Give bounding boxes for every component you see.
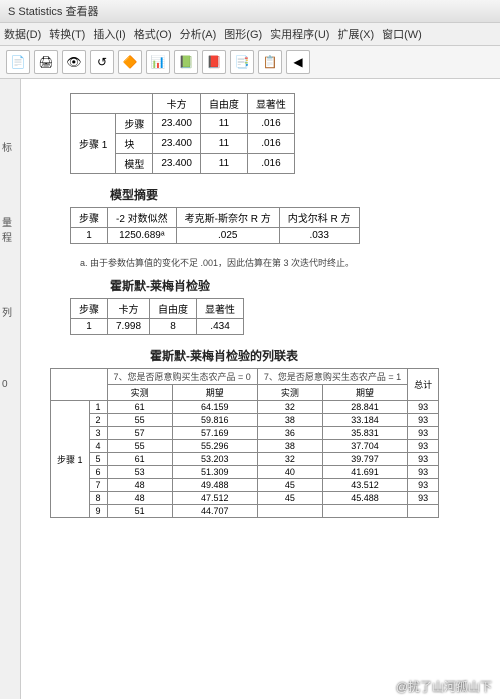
col-cox: 考克斯-斯奈尔 R 方 — [176, 208, 279, 228]
toolbar-button-5[interactable]: 📊 — [146, 50, 170, 74]
menu-transform[interactable]: 转换(T) — [49, 26, 85, 42]
model-summary-table: 步骤 -2 对数似然 考克斯-斯奈尔 R 方 内戈尔科 R 方 1 1250.6… — [70, 207, 360, 244]
omnibus-table: 卡方 自由度 显著性 步骤 1步骤23.40011.016块23.40011.0… — [70, 93, 295, 174]
toolbar-button-0[interactable]: 📄 — [6, 50, 30, 74]
table-row: 84847.5124545.48893 — [51, 492, 439, 505]
outline-label-3: 列 — [0, 304, 20, 319]
menu-format[interactable]: 格式(O) — [134, 26, 172, 42]
table-row: 25559.8163833.18493 — [51, 414, 439, 427]
footnote-a: a. 由于参数估算值的变化不足 .001，因此估算在第 3 次迭代时终止。 — [80, 256, 380, 269]
model-summary-title: 模型摘要 — [110, 186, 470, 203]
table-row: 步骤 116164.1593228.84193 — [51, 401, 439, 414]
hosmer-table: 步骤 卡方 自由度 显著性 1 7.998 8 .434 — [70, 298, 244, 335]
menu-window[interactable]: 窗口(W) — [382, 26, 422, 42]
menu-insert[interactable]: 插入(I) — [93, 26, 125, 42]
toolbar-button-1[interactable]: 🖨 — [34, 50, 58, 74]
col-sig: 显著性 — [247, 94, 294, 114]
toolbar-button-6[interactable]: 📗 — [174, 50, 198, 74]
table-row: 1 7.998 8 .434 — [71, 319, 244, 335]
menu-utilities[interactable]: 实用程序(U) — [270, 26, 329, 42]
toolbar-button-9[interactable]: 📋 — [258, 50, 282, 74]
hosmer-title: 霍斯默-莱梅肖检验 — [110, 277, 470, 294]
table-row: 95144.707 — [51, 505, 439, 518]
toolbar-button-4[interactable]: 🔶 — [118, 50, 142, 74]
output-viewer: 标 量程 列 0 卡方 自由度 显著性 步骤 1步骤23.40011.016块2… — [0, 79, 500, 699]
outline-label-1: 标 — [0, 139, 20, 154]
toolbar-button-8[interactable]: 📑 — [230, 50, 254, 74]
menu-graphs[interactable]: 图形(G) — [224, 26, 262, 42]
contingency-table: 7、您是否愿意购买生态农产品 = 0 7、您是否愿意购买生态农产品 = 1 总计… — [50, 368, 439, 518]
contingency-title: 霍斯默-莱梅肖检验的列联表 — [150, 347, 470, 364]
table-row: 步骤 1步骤23.40011.016 — [71, 114, 295, 134]
table-row: 74849.4884543.51293 — [51, 479, 439, 492]
col-step: 步骤 — [71, 208, 108, 228]
table-row: 45555.2963837.70493 — [51, 440, 439, 453]
toolbar-button-3[interactable]: ↺ — [90, 50, 114, 74]
toolbar-button-10[interactable]: ◀ — [286, 50, 310, 74]
col-chisq: 卡方 — [153, 94, 201, 114]
col-nag: 内戈尔科 R 方 — [279, 208, 359, 228]
menu-extensions[interactable]: 扩展(X) — [337, 26, 374, 42]
col-df: 自由度 — [200, 94, 247, 114]
toolbar: 📄🖨👁↺🔶📊📗📕📑📋◀ — [0, 46, 500, 79]
outline-label-2: 量程 — [0, 214, 20, 244]
menubar: 数据(D) 转换(T) 插入(I) 格式(O) 分析(A) 图形(G) 实用程序… — [0, 23, 500, 46]
toolbar-button-7[interactable]: 📕 — [202, 50, 226, 74]
outline-pane: 标 量程 列 0 — [0, 79, 21, 699]
table-row: 35757.1693635.83193 — [51, 427, 439, 440]
menu-analyze[interactable]: 分析(A) — [180, 26, 217, 42]
table-row: 65351.3094041.69193 — [51, 466, 439, 479]
menu-data[interactable]: 数据(D) — [4, 26, 41, 42]
table-row: 1 1250.689ᵃ .025 .033 — [71, 228, 360, 244]
window-title: S Statistics 查看器 — [0, 0, 500, 23]
toolbar-button-2[interactable]: 👁 — [62, 50, 86, 74]
table-row: 56153.2033239.79793 — [51, 453, 439, 466]
watermark: @扰了山河孤山下 — [396, 678, 492, 695]
outline-label-4: 0 — [0, 379, 20, 390]
col-ll: -2 对数似然 — [108, 208, 177, 228]
